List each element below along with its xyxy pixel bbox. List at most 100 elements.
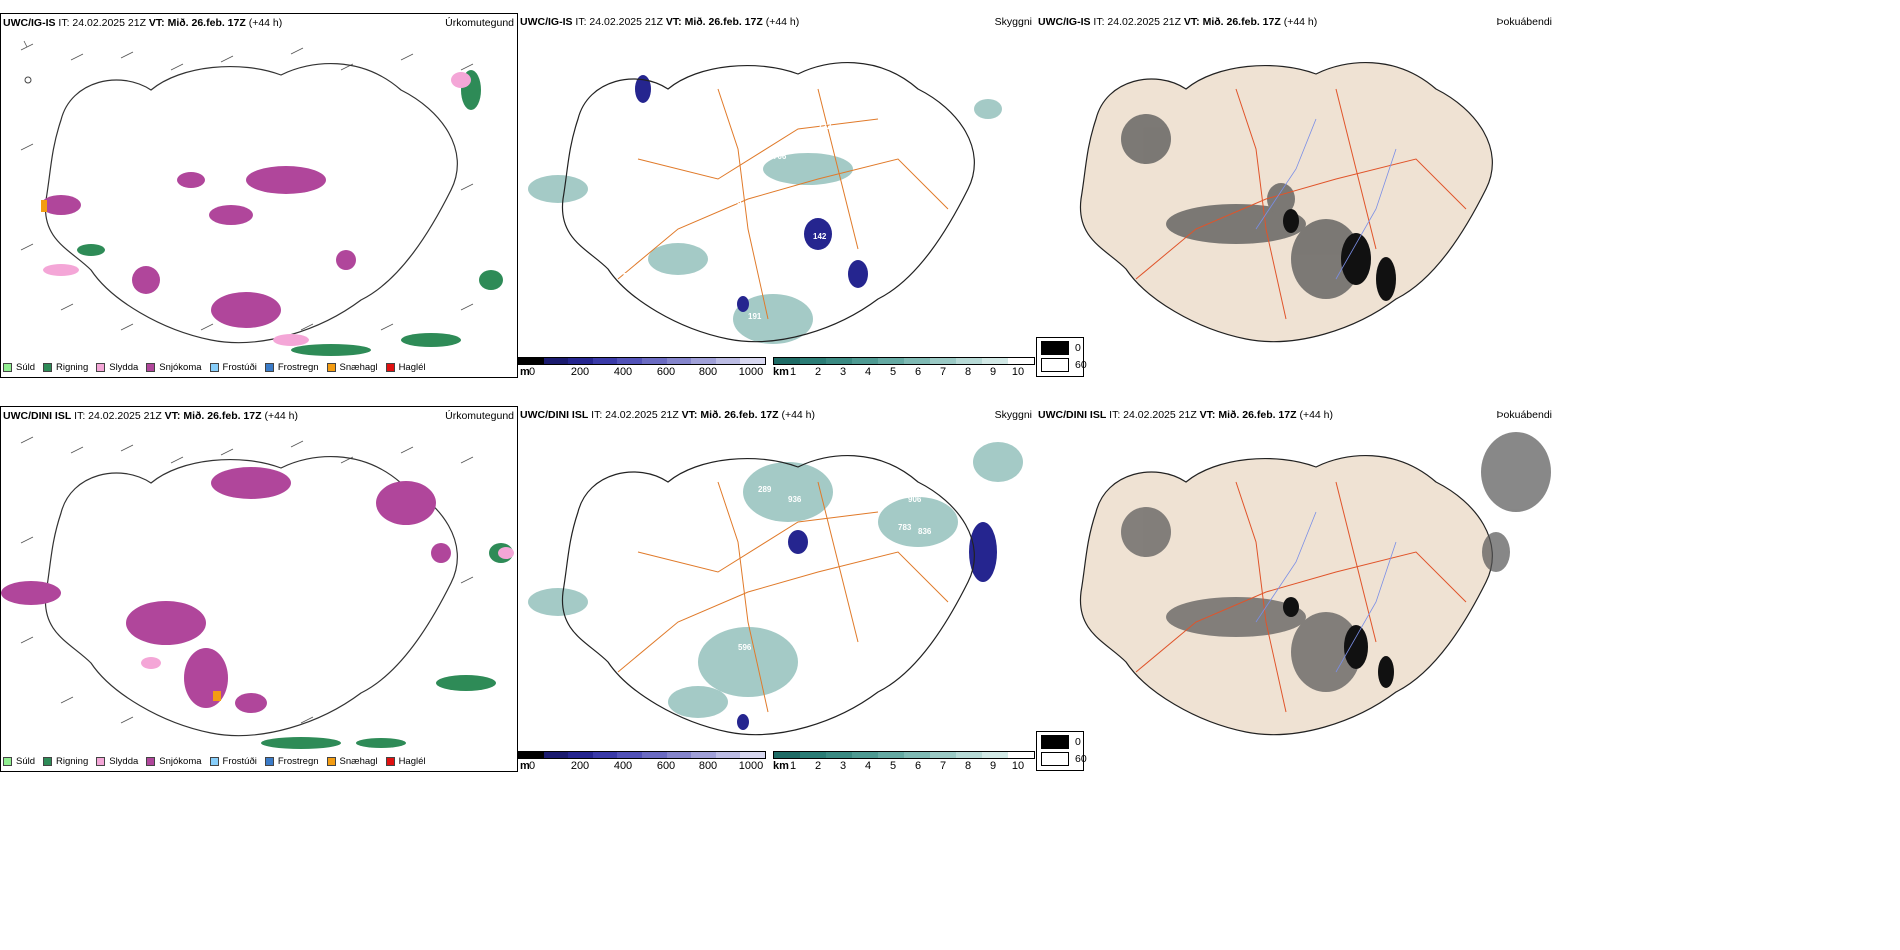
fog-panel-bottom: UWC/DINI ISL IT: 24.02.2025 21Z VT: Mið.… [1036,406,1554,772]
fog-index-areas [1121,432,1551,692]
valid-time: Mið. 26.feb. 17Z [1202,16,1281,28]
tick-label: 200 [570,760,590,772]
visibility-colorbar-strip [773,357,1035,365]
model-name: UWC/DINI ISL [1038,409,1107,421]
ceiling-colorbar-strip [518,751,766,759]
ceiling-unit: m [520,760,530,772]
valid-time-label: VT: [681,409,698,421]
legend-item-sleet: Slydda [96,362,138,373]
value-label: 906 [908,495,922,504]
visibility-colorbar-strip [773,751,1035,759]
legend-item-freezing-rain: Frostregn [264,362,319,373]
lead-time: (+44 h) [1299,409,1334,421]
legend-item-rain: Rigning [43,756,88,767]
iceland-outline [44,456,458,737]
tick-label: 5 [889,366,897,378]
panel-title: Úrkomutegund [445,17,514,29]
ceiling-colorbar: m 0 200 400 600 800 1000 [518,751,766,772]
panel-header: UWC/IG-IS IT: 24.02.2025 21Z VT: Mið. 26… [520,16,799,28]
snow-pellets-area [213,691,221,701]
init-time: IT: 24.02.2025 21Z [58,17,146,29]
panel-title: Þokuábendi [1496,16,1552,28]
tick-label: 3 [839,760,847,772]
value-label: 586 [623,272,637,281]
cloud-map: 706 722 855 142 586 191 417 [528,57,1002,344]
fog-index-areas [1121,114,1361,299]
value-label: 836 [918,527,932,536]
model-name: UWC/IG-IS [3,17,56,29]
visibility-areas [528,442,1023,718]
value-label: 142 [813,232,827,241]
value-label: 722 [818,122,832,131]
init-time: IT: 24.02.2025 21Z [74,410,162,422]
fog-legend-label: 0 [1075,736,1081,748]
road-network [1135,88,1467,320]
valid-time: Mið. 26.feb. 17Z [167,17,246,29]
tick-label: 4 [864,760,872,772]
panel-title: Úrkomutegund [445,410,514,422]
wind-barbs [20,40,474,331]
tick-label: 2 [814,366,822,378]
road-network [1135,481,1467,713]
value-label: 310 [828,610,842,619]
cloud-base-values: 225 289 936 906 783 836 281 596 310 318 [693,425,1002,674]
wind-barbs [20,436,474,724]
lead-time: (+44 h) [781,409,816,421]
precip-panel-top: UWC/IG-IS IT: 24.02.2025 21Z VT: Mið. 26… [0,13,518,378]
tick-label: 1000 [738,366,764,378]
fog-high-areas [1283,209,1396,301]
precip-map [1,436,514,749]
legend-item-snow: Snjókoma [146,362,202,373]
fog-legend-label: 60 [1075,359,1087,371]
cloud-panel-bottom: UWC/DINI ISL IT: 24.02.2025 21Z VT: Mið.… [518,406,1036,772]
snow-areas [41,166,356,328]
legend-item-rain: Rigning [43,362,88,373]
valid-time: Mið. 26.feb. 17Z [700,409,779,421]
cloud-panel-top: UWC/IG-IS IT: 24.02.2025 21Z VT: Mið. 26… [518,13,1036,378]
init-time: IT: 24.02.2025 21Z [1109,409,1197,421]
panel-header: UWC/IG-IS IT: 24.02.2025 21Z VT: Mið. 26… [3,17,282,29]
lead-time: (+44 h) [1283,16,1318,28]
cloud-base-areas [635,75,868,312]
tick-label: 7 [939,366,947,378]
panel-title: Skyggni [994,16,1032,28]
iceland-outline [561,62,975,343]
ceiling-colorbar-strip [518,357,766,365]
value-label: 596 [738,643,752,652]
tick-label: 400 [613,760,633,772]
lead-time: (+44 h) [264,410,299,422]
tick-label: 9 [989,366,997,378]
tick-label: 6 [914,366,922,378]
value-label: 191 [748,312,762,321]
cloud-map: 225 289 936 906 783 836 281 596 310 318 [528,425,1023,736]
value-label: 289 [758,485,772,494]
model-name: UWC/IG-IS [520,16,573,28]
valid-time: Mið. 26.feb. 17Z [684,16,763,28]
fog-map [1079,432,1551,736]
value-label: 936 [788,495,802,504]
tick-label: 1 [789,760,797,772]
panel-title: Þokuábendi [1496,409,1552,421]
legend-item-sleet: Slydda [96,756,138,767]
lead-time: (+44 h) [248,17,283,29]
tick-label: 8 [964,760,972,772]
sleet-areas [43,72,471,346]
panel-header: UWC/IG-IS IT: 24.02.2025 21Z VT: Mið. 26… [1038,16,1317,28]
tick-label: 10 [1011,760,1025,772]
tick-label: 800 [698,760,718,772]
rivers [1255,118,1397,280]
model-name: UWC/DINI ISL [520,409,589,421]
valid-time: Mið. 26.feb. 17Z [1218,409,1297,421]
legend-item-freezing-drizzle: Frostúði [209,756,257,767]
tick-label: 1000 [738,760,764,772]
map-marker [24,76,32,84]
panel-title: Skyggni [994,409,1032,421]
legend-item-hail: Haglél [385,362,426,373]
visibility-colorbar: km 1 2 3 4 5 6 7 8 9 10 [773,357,1035,378]
legend-item-snow-pellets: Snæhagl [326,756,378,767]
panel-header: UWC/DINI ISL IT: 24.02.2025 21Z VT: Mið.… [3,410,298,422]
panel-header: UWC/DINI ISL IT: 24.02.2025 21Z VT: Mið.… [1038,409,1333,421]
legend-item-snow: Snjókoma [146,756,202,767]
tick-label: 10 [1011,366,1025,378]
precip-legend: Súld Rigning Slydda Snjókoma Frostúði Fr… [3,362,426,373]
